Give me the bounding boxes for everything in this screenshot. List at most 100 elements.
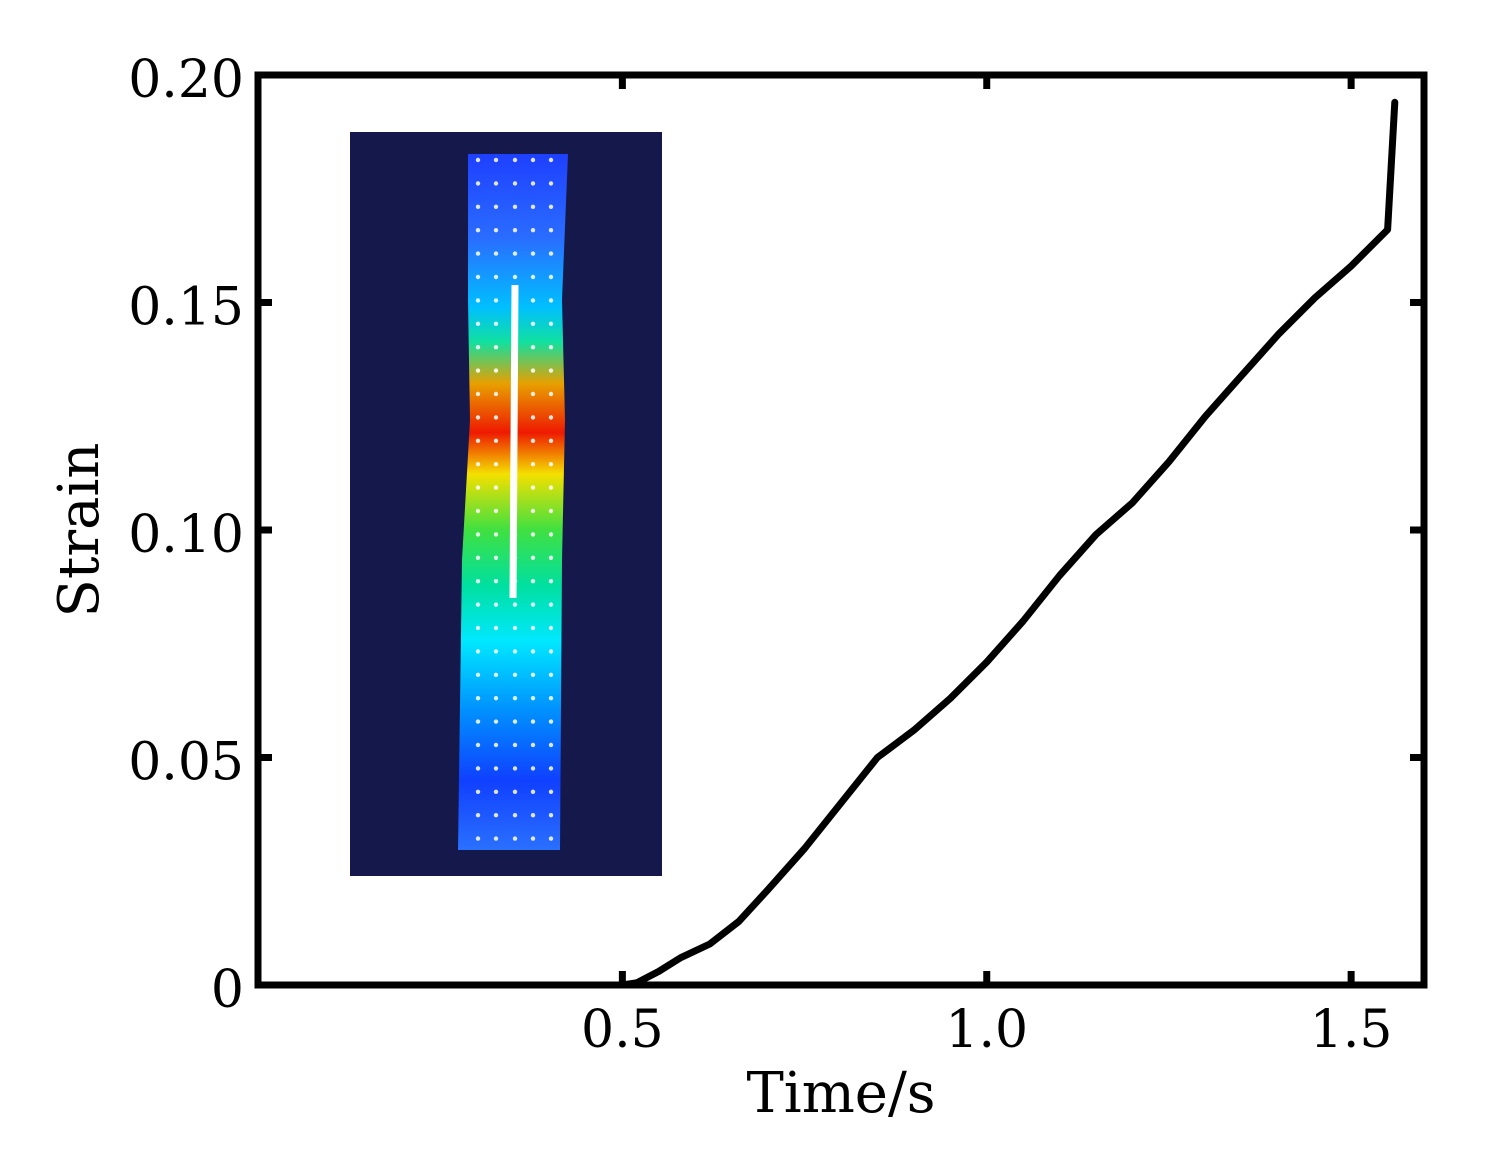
inset-dot — [548, 532, 554, 537]
inset-dot — [548, 251, 554, 256]
inset-dot — [530, 766, 536, 771]
inset-dot — [530, 438, 536, 443]
inset-extensometer-line — [509, 284, 519, 599]
inset-dot — [475, 251, 481, 256]
inset-dot — [530, 649, 536, 654]
inset-dot — [512, 157, 518, 163]
series-group — [254, 98, 1399, 989]
inset-dot — [475, 532, 481, 537]
inset-dot — [493, 766, 499, 771]
inset-dot — [530, 485, 536, 490]
inset-dot — [493, 672, 499, 677]
inset-dot — [493, 391, 499, 397]
inset-dot — [475, 555, 481, 560]
x-tick-labels: 0.5 1.0 1.5 — [581, 1000, 1392, 1060]
inset-dot — [493, 321, 499, 326]
inset-dot — [493, 298, 499, 303]
inset-dot — [493, 415, 499, 420]
inset-dot — [548, 789, 554, 794]
inset-dot — [512, 274, 518, 280]
inset-dot — [512, 719, 518, 724]
inset-dot — [530, 813, 536, 818]
inset-dot — [548, 719, 554, 724]
inset-dot — [548, 742, 554, 748]
series-line-0 — [254, 98, 1399, 989]
inset-dot — [512, 204, 518, 209]
inset-dot — [530, 181, 536, 186]
y-tick-label: 0.20 — [128, 50, 244, 110]
inset-dot — [475, 719, 481, 724]
inset-dot — [548, 204, 554, 209]
inset-dot — [530, 204, 536, 209]
inset-dot — [530, 345, 536, 350]
x-axis-label: Time/s — [746, 1061, 935, 1126]
inset-dot — [548, 228, 554, 233]
inset-dot — [530, 836, 536, 841]
inset-dot — [475, 602, 481, 607]
inset-dot — [493, 813, 499, 818]
inset-dot — [530, 391, 536, 397]
inset-dot — [475, 415, 481, 420]
inset-dot — [548, 766, 554, 771]
inset-dot — [475, 462, 481, 467]
inset-dot — [548, 298, 554, 303]
inset-dot — [548, 508, 554, 514]
inset-dot — [548, 368, 554, 373]
inset-dot — [530, 789, 536, 794]
inset-dot — [475, 696, 481, 701]
y-tick-label: 0.10 — [128, 505, 244, 565]
inset-dot — [475, 345, 481, 350]
inset-dot — [512, 649, 518, 654]
inset-dot — [512, 766, 518, 771]
inset-dot — [493, 157, 499, 163]
inset-dot — [548, 672, 554, 677]
inset-dot — [475, 649, 481, 654]
inset-dot — [493, 508, 499, 514]
inset-dot — [493, 181, 499, 186]
inset-dot — [530, 368, 536, 373]
inset-dot — [530, 251, 536, 256]
inset-dot — [475, 204, 481, 209]
inset-dot — [548, 438, 554, 443]
inset-dot — [475, 274, 481, 280]
inset-dot — [548, 555, 554, 560]
inset-dot — [512, 789, 518, 794]
inset-dot — [493, 789, 499, 794]
inset-dot — [548, 181, 554, 186]
inset-dot — [512, 836, 518, 841]
inset-dot — [493, 696, 499, 701]
y-tick-label: 0.05 — [128, 733, 244, 793]
inset-dot — [475, 625, 481, 631]
inset-dot — [475, 836, 481, 841]
inset-dot — [475, 485, 481, 490]
inset-dot — [548, 415, 554, 420]
inset-dot — [475, 813, 481, 818]
inset-dot — [493, 625, 499, 631]
inset-dot — [475, 368, 481, 373]
inset-dot — [548, 649, 554, 654]
inset-dot — [475, 789, 481, 794]
inset-dot — [548, 836, 554, 841]
inset-dot — [530, 742, 536, 748]
inset-dot — [530, 625, 536, 631]
y-tick-label: 0 — [211, 960, 244, 1020]
inset-dot — [548, 579, 554, 584]
inset-dot — [493, 649, 499, 654]
inset-dot — [530, 274, 536, 280]
inset-dot — [512, 228, 518, 233]
inset-dot — [493, 742, 499, 748]
x-tick-label: 0.5 — [581, 1000, 664, 1060]
inset-dot — [530, 672, 536, 677]
inset-dot — [493, 228, 499, 233]
inset-dot — [475, 228, 481, 233]
inset-dot — [475, 766, 481, 771]
inset-dot — [475, 672, 481, 677]
inset-dot — [493, 579, 499, 584]
inset-dot — [475, 742, 481, 748]
inset-dot — [530, 696, 536, 701]
x-tick-label: 1.0 — [945, 1000, 1028, 1060]
inset-dot — [548, 625, 554, 631]
inset-dot — [475, 181, 481, 186]
inset-dot — [493, 532, 499, 537]
